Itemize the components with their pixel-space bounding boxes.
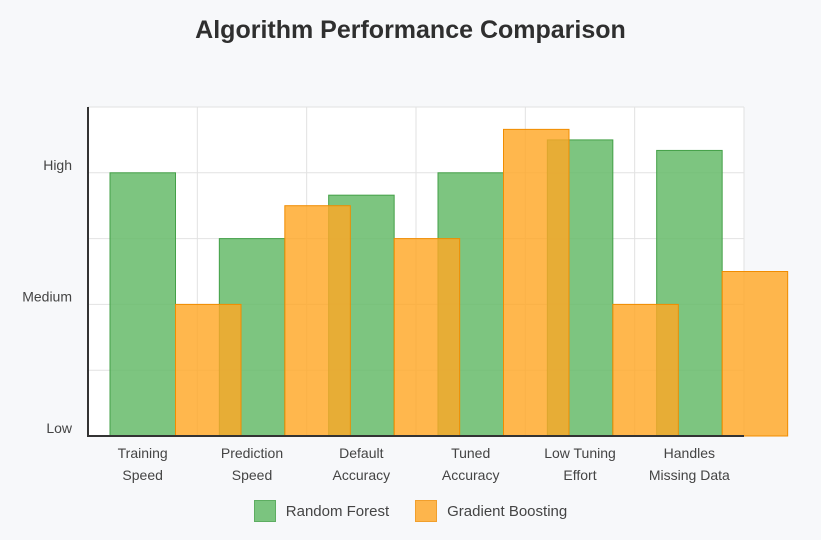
bar-gradient-boosting xyxy=(393,238,461,437)
x-tick-label: Handles Missing Data xyxy=(649,445,730,483)
bar-random-forest xyxy=(109,172,176,437)
y-tick-label: High xyxy=(43,157,72,173)
legend: Random Forest Gradient Boosting xyxy=(0,500,821,522)
y-tick-label: Medium xyxy=(22,288,72,304)
y-tick-label: Low xyxy=(46,420,73,436)
bar-gradient-boosting xyxy=(612,303,679,437)
x-tick-label: Training Speed xyxy=(118,445,168,483)
bar-gradient-boosting xyxy=(284,205,351,437)
bar-gradient-boosting xyxy=(721,271,789,437)
legend-label-random-forest: Random Forest xyxy=(285,502,390,520)
legend-swatch-random-forest xyxy=(253,500,276,522)
chart-title: Algorithm Performance Comparison xyxy=(195,16,626,44)
bar-gradient-boosting xyxy=(175,303,242,437)
legend-item-gradient-boosting[interactable]: Gradient Boosting xyxy=(415,500,567,522)
x-tick-label: Prediction Speed xyxy=(221,445,283,483)
legend-item-random-forest[interactable]: Random Forest xyxy=(253,500,390,522)
bar-gradient-boosting xyxy=(503,128,570,437)
x-tick-label: Low Tuning Effort xyxy=(544,445,616,483)
x-tick-label: Tuned Accuracy xyxy=(442,445,500,483)
legend-label-gradient-boosting: Gradient Boosting xyxy=(447,502,568,520)
legend-swatch-gradient-boosting xyxy=(415,500,438,522)
x-tick-label: Default Accuracy xyxy=(333,445,391,483)
